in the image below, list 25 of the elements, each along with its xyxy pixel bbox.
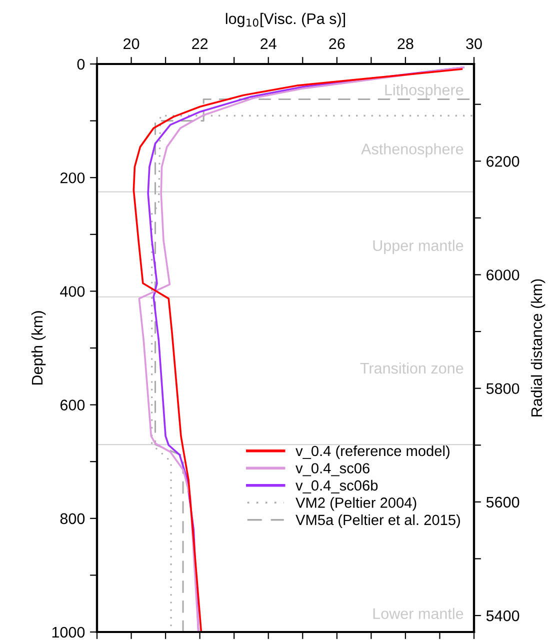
x-tick-label: 30 <box>466 38 482 50</box>
y2-tick-label: 6000 <box>486 270 520 280</box>
y2-axis-title: Radial distance (km) <box>530 279 546 416</box>
legend-label: v_0.4_sc06 <box>296 463 370 476</box>
y2-tick-label: 5600 <box>486 496 520 508</box>
x-tick-label: 22 <box>192 38 208 50</box>
legend-label: VM5a (Peltier et al. 2015) <box>296 514 460 528</box>
x-tick-label: 28 <box>398 38 414 50</box>
legend-label: v_0.4 (reference model) <box>296 445 450 460</box>
y-tick-label: 400 <box>60 286 85 297</box>
legend-label: v_0.4_sc06b <box>296 480 378 494</box>
y2-tick-label: 6200 <box>486 156 520 167</box>
y-axis-title: Depth (km) <box>31 311 46 385</box>
x-tick-label: 20 <box>124 38 140 50</box>
y2-tick-label: 5800 <box>486 383 520 394</box>
y-tick-label: 800 <box>60 513 85 524</box>
x-tick-label: 26 <box>329 38 345 50</box>
x-tick-label: 24 <box>260 38 276 50</box>
x-axis-title: log$_{10}$[Visc. (Pa s)] <box>226 12 345 28</box>
y2-tick-label: 5400 <box>486 610 520 622</box>
legend-label: VM2 (Peltier 2004) <box>296 497 416 511</box>
y-tick-label: 200 <box>60 172 85 184</box>
y-tick-label: 0 <box>77 58 85 70</box>
y-tick-label: 600 <box>60 400 85 410</box>
y-tick-label: 1000 <box>52 626 85 638</box>
